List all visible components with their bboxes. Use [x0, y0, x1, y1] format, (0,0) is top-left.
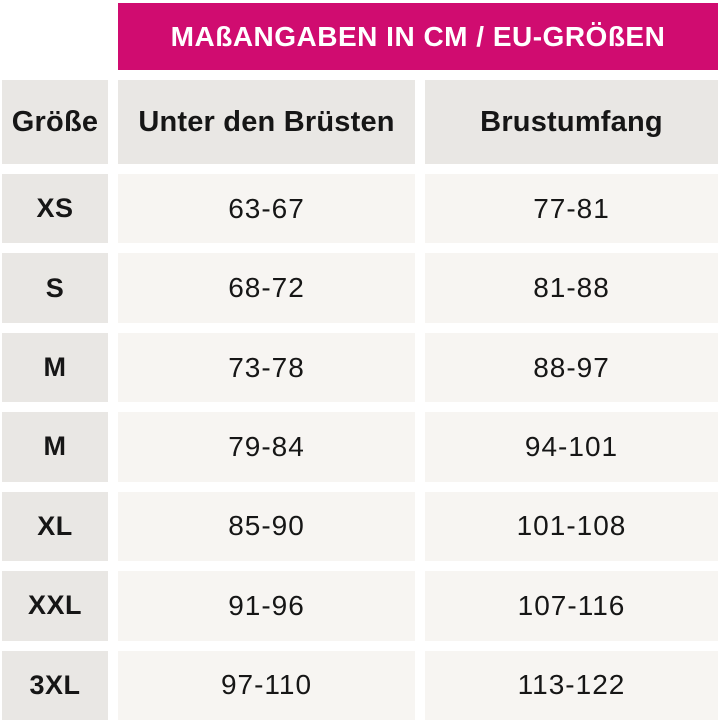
underbust-value: 73-78 [118, 332, 415, 403]
column-header-underbust: Unter den Brüsten [118, 80, 415, 164]
underbust-value: 91-96 [118, 571, 415, 641]
bust-value: 94-101 [425, 412, 718, 482]
underbust-value: 68-72 [118, 253, 415, 323]
size-label: M [2, 332, 108, 403]
column-header-size: Größe [2, 80, 108, 164]
underbust-value: 97-110 [118, 650, 415, 720]
underbust-value: 63-67 [118, 174, 415, 244]
underbust-value: 85-90 [118, 491, 415, 562]
size-label: 3XL [2, 650, 108, 720]
bust-value: 101-108 [425, 491, 718, 562]
bust-value: 107-116 [425, 571, 718, 641]
bust-value: 81-88 [425, 253, 718, 323]
size-chart-table: Größe Unter den Brüsten Brustumfang XS 6… [2, 80, 718, 720]
bust-value: 113-122 [425, 650, 718, 720]
bust-value: 88-97 [425, 332, 718, 403]
underbust-value: 79-84 [118, 412, 415, 482]
bust-value: 77-81 [425, 174, 718, 244]
size-label: XS [2, 174, 108, 244]
column-header-bust: Brustumfang [425, 80, 718, 164]
size-label: XXL [2, 571, 108, 641]
size-chart-title-banner: MAßANGABEN IN CM / EU-GRÖßEN [118, 3, 718, 70]
size-label: XL [2, 491, 108, 562]
size-label: S [2, 253, 108, 323]
size-chart-title: MAßANGABEN IN CM / EU-GRÖßEN [170, 20, 666, 52]
size-label: M [2, 412, 108, 482]
